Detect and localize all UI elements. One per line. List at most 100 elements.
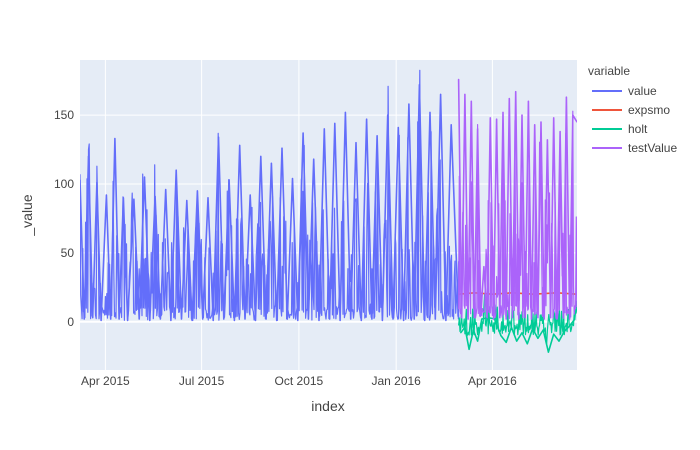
data-point xyxy=(340,320,341,321)
data-point xyxy=(192,320,193,321)
data-point xyxy=(440,94,441,95)
legend-item-holt[interactable]: holt xyxy=(592,122,648,136)
data-point xyxy=(324,128,325,129)
data-point xyxy=(123,197,124,198)
data-point xyxy=(464,327,465,328)
y-axis-title: _value xyxy=(19,194,35,236)
data-point xyxy=(155,196,156,197)
legend-item-testvalue[interactable]: testValue xyxy=(592,141,677,155)
data-point xyxy=(106,194,107,195)
data-point xyxy=(414,318,415,319)
legend-label: expsmo xyxy=(628,103,670,117)
data-point xyxy=(271,163,272,164)
data-point xyxy=(572,115,573,116)
data-point xyxy=(564,331,565,332)
data-point xyxy=(473,329,474,330)
data-point xyxy=(540,121,541,122)
data-point xyxy=(528,101,529,102)
data-point xyxy=(79,179,80,180)
data-point xyxy=(244,318,245,319)
data-point xyxy=(292,178,293,179)
data-point xyxy=(186,200,187,201)
data-point xyxy=(239,145,240,146)
data-point xyxy=(366,119,367,120)
data-point xyxy=(460,332,461,333)
legend-item-value[interactable]: value xyxy=(592,84,657,98)
y-tick-label: 150 xyxy=(54,108,74,122)
data-point xyxy=(160,318,161,319)
data-point xyxy=(308,318,309,319)
data-point xyxy=(574,318,575,319)
data-point xyxy=(96,182,97,183)
data-point xyxy=(101,320,102,321)
data-point xyxy=(474,317,475,318)
x-tick-label: Apr 2015 xyxy=(81,374,130,388)
data-point xyxy=(213,320,214,321)
data-point xyxy=(547,139,548,140)
data-point xyxy=(297,320,298,321)
data-point xyxy=(512,317,513,318)
data-point xyxy=(445,320,446,321)
data-point xyxy=(139,318,140,319)
data-point xyxy=(458,79,459,80)
data-point xyxy=(558,341,559,342)
data-point xyxy=(424,320,425,321)
data-point xyxy=(537,317,538,318)
data-point xyxy=(207,197,208,198)
data-point xyxy=(516,341,517,342)
data-point xyxy=(345,112,346,113)
data-point xyxy=(543,329,544,330)
data-point xyxy=(490,117,491,118)
data-point xyxy=(88,156,89,157)
data-point xyxy=(223,318,224,319)
data-point xyxy=(537,338,538,339)
data-point xyxy=(544,318,545,319)
legend[interactable]: variable value expsmo holt testValue xyxy=(588,64,677,155)
data-point xyxy=(518,318,519,319)
data-point xyxy=(569,318,570,319)
data-point xyxy=(477,128,478,129)
data-point xyxy=(500,335,501,336)
data-point xyxy=(576,121,577,122)
data-point xyxy=(303,132,304,133)
data-point xyxy=(355,142,356,143)
data-point xyxy=(548,352,549,353)
data-point xyxy=(255,320,256,321)
data-point xyxy=(361,320,362,321)
data-point xyxy=(496,119,497,120)
data-point xyxy=(266,318,267,319)
data-point xyxy=(234,320,235,321)
data-point xyxy=(553,334,554,335)
data-point xyxy=(281,148,282,149)
data-point xyxy=(197,190,198,191)
data-point xyxy=(387,115,388,116)
legend-label: holt xyxy=(628,122,648,136)
legend-label: value xyxy=(628,84,657,98)
data-point xyxy=(556,318,557,319)
data-point xyxy=(398,127,399,128)
data-point xyxy=(170,320,171,321)
x-tick-label: Apr 2016 xyxy=(468,374,517,388)
y-tick-label: 100 xyxy=(54,177,74,191)
data-point xyxy=(532,328,533,329)
data-point xyxy=(499,317,500,318)
data-point xyxy=(114,138,115,139)
data-point xyxy=(563,317,564,318)
legend-item-expsmo[interactable]: expsmo xyxy=(592,103,670,117)
data-point xyxy=(509,98,510,99)
data-point xyxy=(483,266,484,267)
data-point xyxy=(318,320,319,321)
y-axis-ticks: 050100150 xyxy=(54,108,74,329)
data-point xyxy=(493,318,494,319)
data-point xyxy=(451,124,452,125)
data-point xyxy=(464,94,465,95)
legend-title: variable xyxy=(588,64,630,78)
data-point xyxy=(521,115,522,116)
data-point xyxy=(250,194,251,195)
data-point xyxy=(477,341,478,342)
data-point xyxy=(435,318,436,319)
data-point xyxy=(382,320,383,321)
data-point xyxy=(110,318,111,319)
data-point xyxy=(392,318,393,319)
